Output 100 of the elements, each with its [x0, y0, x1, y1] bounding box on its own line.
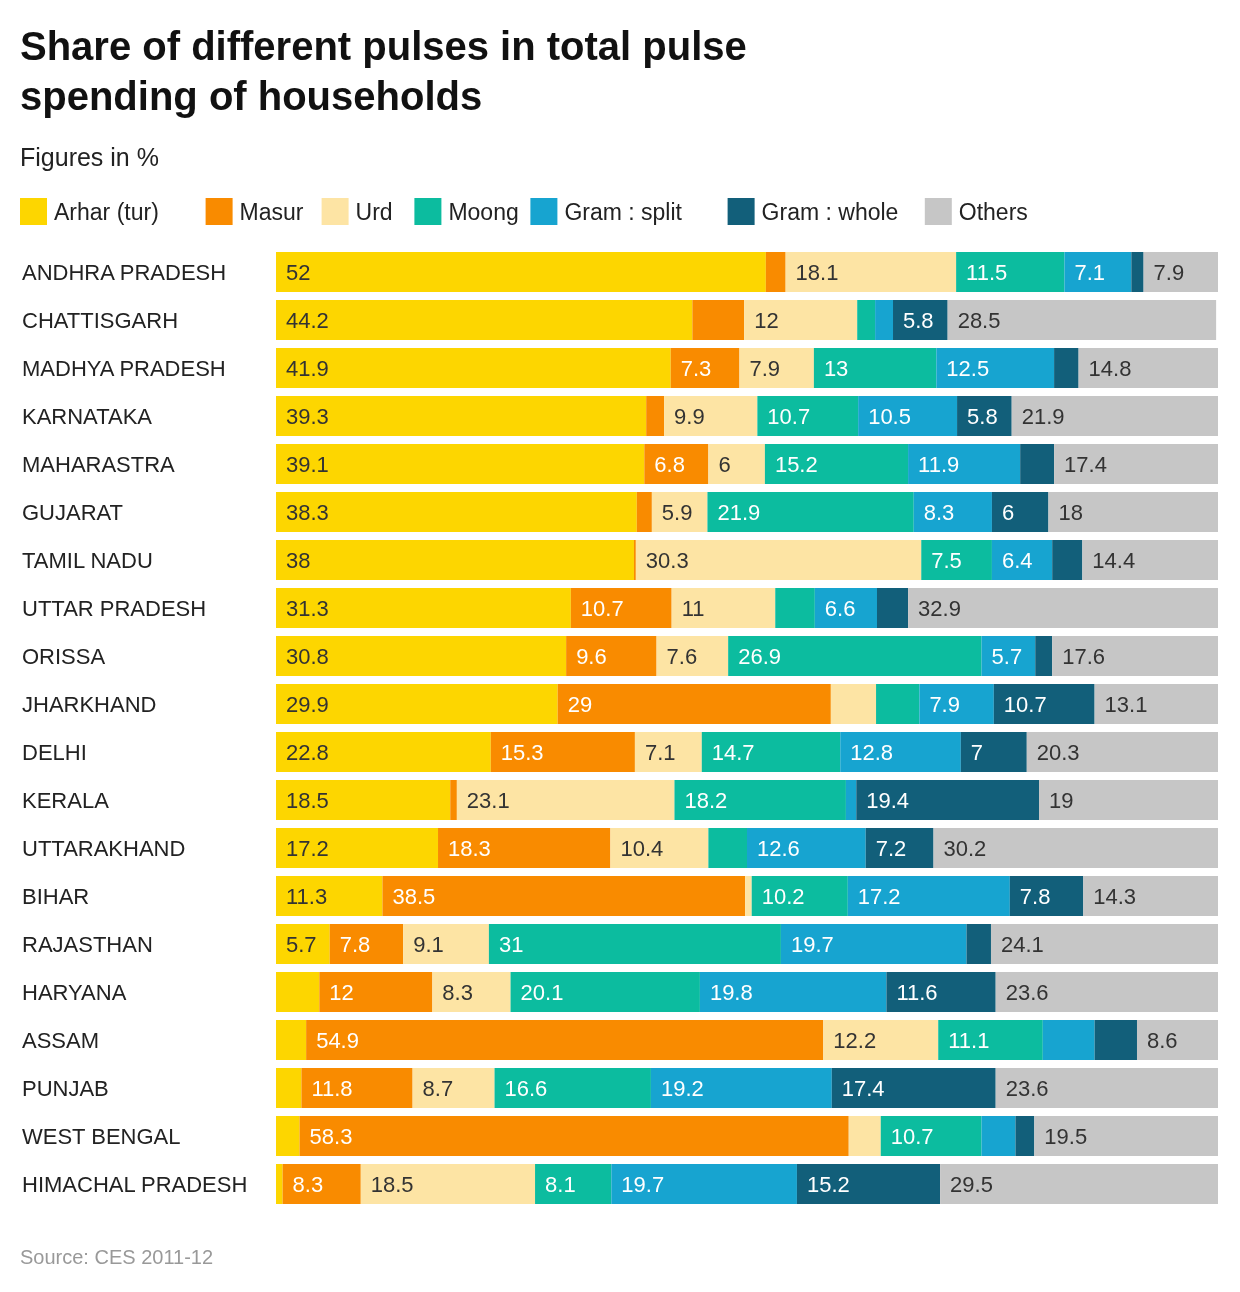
- bar: [708, 828, 747, 868]
- data-label: 28.5: [957, 307, 1001, 333]
- bar: [1083, 876, 1218, 916]
- bar: [635, 540, 922, 580]
- bar: [570, 588, 672, 628]
- bar: [991, 492, 1049, 532]
- data-label: 10.5: [868, 403, 911, 429]
- bar: [319, 972, 433, 1012]
- data-label: 38.3: [286, 499, 329, 525]
- bar: [276, 540, 634, 580]
- bar: [432, 972, 511, 1012]
- bar: [646, 396, 665, 436]
- data-label: 10.7: [890, 1123, 934, 1149]
- bar: [510, 972, 700, 1012]
- data-label: 11.6: [896, 979, 938, 1005]
- data-label: 39.3: [286, 403, 329, 429]
- bar: [908, 588, 1218, 628]
- bar: [993, 684, 1095, 724]
- bar: [847, 876, 1010, 916]
- legend-label: Masur: [239, 198, 304, 225]
- bar: [936, 348, 1055, 388]
- data-label: 32.9: [918, 595, 961, 621]
- data-label: 8.3: [923, 499, 955, 525]
- y-tick-label: GUJARAT: [22, 499, 124, 525]
- data-label: 14.7: [711, 739, 755, 765]
- bar: [450, 780, 457, 820]
- bar: [701, 732, 841, 772]
- data-label: 54.9: [316, 1027, 359, 1053]
- data-label: 6: [1001, 499, 1015, 525]
- bar: [875, 300, 894, 340]
- data-label: 58.3: [309, 1123, 353, 1149]
- data-label: 19.4: [866, 787, 910, 813]
- bar: [947, 300, 1217, 340]
- data-label: 7.8: [339, 931, 371, 957]
- data-label: 13.1: [1104, 691, 1148, 717]
- legend-label: Moong: [448, 198, 519, 225]
- data-label: 6.4: [1001, 547, 1033, 573]
- data-label: 6.8: [654, 451, 685, 477]
- data-label: 12.6: [757, 835, 800, 861]
- bar: [707, 492, 914, 532]
- bar: [610, 828, 709, 868]
- bar: [1039, 780, 1218, 820]
- bar: [913, 492, 992, 532]
- bar: [566, 636, 657, 676]
- data-label: 5.7: [991, 643, 1023, 669]
- bar: [858, 396, 958, 436]
- bar: [299, 1116, 849, 1156]
- y-tick-label: DELHI: [22, 739, 87, 765]
- bar: [919, 684, 994, 724]
- data-label: 18.2: [684, 787, 728, 813]
- bar: [1009, 876, 1084, 916]
- chart-title: Share of different pulses in total pulse spending of households: [20, 24, 747, 118]
- data-label: 22.8: [286, 739, 329, 765]
- y-tick-label: ORISSA: [22, 643, 106, 669]
- data-label: 5.8: [903, 307, 934, 333]
- data-label: 19.2: [660, 1075, 704, 1101]
- data-label: 19.8: [709, 979, 753, 1005]
- bar: [966, 924, 991, 964]
- bar: [1035, 636, 1053, 676]
- bar: [557, 684, 831, 724]
- data-label: 30.8: [286, 643, 329, 669]
- bar: [880, 1116, 982, 1156]
- bar: [674, 780, 846, 820]
- bar: [775, 588, 815, 628]
- data-label: 13: [823, 355, 849, 381]
- bar: [1054, 348, 1079, 388]
- data-label: 8.6: [1146, 1027, 1178, 1053]
- data-label: 11.8: [311, 1075, 353, 1101]
- data-label: 19.7: [621, 1171, 665, 1197]
- legend-label: Urd: [355, 198, 393, 225]
- data-label: 18.5: [370, 1171, 414, 1197]
- bar: [276, 492, 637, 532]
- bar: [276, 636, 567, 676]
- y-tick-label: KERALA: [22, 787, 110, 813]
- data-label: 8.7: [422, 1075, 454, 1101]
- bar: [276, 1020, 307, 1060]
- bar: [995, 1068, 1218, 1108]
- bar: [1136, 1020, 1218, 1060]
- bar: [893, 300, 948, 340]
- bar: [535, 1164, 612, 1204]
- data-label: 18.1: [795, 259, 839, 285]
- bar: [1078, 348, 1218, 388]
- bar: [933, 828, 1218, 868]
- data-label: 7.2: [875, 835, 907, 861]
- data-label: 15.2: [774, 451, 818, 477]
- bar: [699, 972, 887, 1012]
- bar: [276, 684, 558, 724]
- data-label: 14.4: [1092, 547, 1136, 573]
- bar: [830, 684, 877, 724]
- y-tick-label: JHARKHAND: [22, 691, 157, 717]
- data-label: 6.6: [824, 595, 856, 621]
- bar: [1015, 1116, 1035, 1156]
- bar: [490, 732, 635, 772]
- data-label: 8.3: [292, 1171, 324, 1197]
- data-label: 23.6: [1005, 1075, 1049, 1101]
- bar: [813, 348, 937, 388]
- data-label: 9.6: [576, 643, 607, 669]
- y-tick-label: WEST BENGAL: [22, 1123, 181, 1149]
- data-label: 7.9: [749, 355, 781, 381]
- bar: [282, 1164, 361, 1204]
